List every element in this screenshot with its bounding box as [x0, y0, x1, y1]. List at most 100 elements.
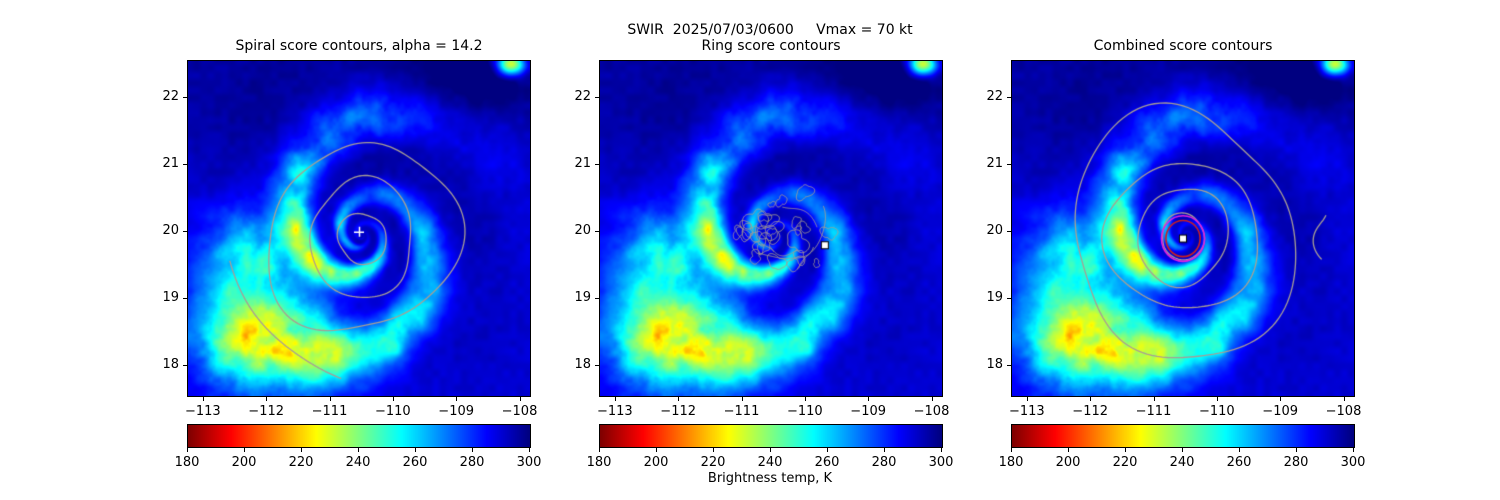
x-tick-label: −112	[1072, 404, 1109, 419]
colorbar-tick-mark	[1068, 448, 1069, 452]
y-tick-mark	[1007, 297, 1011, 299]
x-tick-mark	[519, 397, 521, 401]
y-tick-label: 22	[162, 88, 179, 104]
colorbar-tick-label: 260	[814, 455, 840, 470]
brightness-temp-image-spiral	[187, 60, 531, 397]
colorbar-tick-mark	[1353, 448, 1354, 452]
panel-title-combined: Combined score contours	[1093, 38, 1273, 54]
colorbar-tick-label: 220	[700, 455, 726, 470]
colorbar-tick-mark	[301, 448, 302, 452]
x-tick-mark	[1153, 397, 1155, 401]
colorbar-tick-label: 280	[459, 455, 485, 470]
brightness-temp-image-ring	[599, 60, 943, 397]
panel-title-spiral: Spiral score contours, alpha = 14.2	[235, 38, 483, 54]
x-tick-mark	[931, 397, 933, 401]
x-tick-mark	[1280, 397, 1282, 401]
colorbar-tick-label: 180	[586, 455, 612, 470]
y-tick-label: 21	[986, 155, 1003, 171]
y-tick-mark	[1007, 163, 1011, 165]
x-tick-label: −112	[660, 404, 697, 419]
y-tick-mark	[1007, 230, 1011, 232]
y-tick-label: 19	[986, 289, 1003, 305]
y-tick-mark	[183, 230, 187, 232]
colorbar-axis-label: Brightness temp, K	[707, 471, 833, 486]
x-tick-mark	[266, 397, 268, 401]
x-tick-mark	[202, 397, 204, 401]
y-tick-label: 21	[162, 155, 179, 171]
x-tick-label: −109	[438, 404, 475, 419]
colorbar-tick-mark	[1125, 448, 1126, 452]
colorbar-tick-mark	[656, 448, 657, 452]
x-tick-label: −108	[913, 404, 950, 419]
colorbar-tick-mark	[415, 448, 416, 452]
colorbar-tick-mark	[1182, 448, 1183, 452]
x-tick-mark	[678, 397, 680, 401]
y-tick-label: 22	[574, 88, 591, 104]
colorbar-tick-mark	[472, 448, 473, 452]
colorbar-tick-label: 300	[516, 455, 542, 470]
colorbar-tick-mark	[358, 448, 359, 452]
colorbar-tick-label: 240	[757, 455, 783, 470]
colorbar-tick-mark	[244, 448, 245, 452]
x-tick-mark	[804, 397, 806, 401]
panel-ring-score: Ring score contours 22 21 20 19 18 −113 −112 −1…	[539, 38, 953, 490]
x-tick-mark	[329, 397, 331, 401]
x-tick-label: −111	[723, 404, 760, 419]
colorbar-tick-mark	[1239, 448, 1240, 452]
y-tick-label: 20	[986, 222, 1003, 238]
colorbar-tick-label: 300	[928, 455, 954, 470]
colorbar-tick-mark	[770, 448, 771, 452]
x-tick-mark	[1216, 397, 1218, 401]
y-tick-mark	[595, 364, 599, 366]
y-tick-mark	[1007, 96, 1011, 98]
y-tick-label: 18	[986, 356, 1003, 372]
x-tick-label: −113	[1008, 404, 1045, 419]
x-tick-mark	[1343, 397, 1345, 401]
y-tick-label: 19	[162, 289, 179, 305]
y-tick-mark	[183, 364, 187, 366]
colorbar-tick-mark	[187, 448, 188, 452]
x-tick-mark	[1090, 397, 1092, 401]
colorbar-tick-label: 280	[871, 455, 897, 470]
colorbar-tick-label: 200	[643, 455, 669, 470]
y-tick-mark	[595, 163, 599, 165]
colorbar-tick-label: 260	[402, 455, 428, 470]
y-tick-mark	[183, 96, 187, 98]
panel-combined-score: Combined score contours 22 21 20 19 18 −113 −1…	[951, 38, 1365, 490]
x-tick-label: −112	[248, 404, 285, 419]
colorbar-tick-mark	[941, 448, 942, 452]
colorbar-tick-mark	[1011, 448, 1012, 452]
x-tick-label: −111	[311, 404, 348, 419]
colorbar-tick-label: 180	[998, 455, 1024, 470]
x-tick-mark	[1026, 397, 1028, 401]
y-tick-label: 20	[162, 222, 179, 238]
colorbar-tick-label: 240	[345, 455, 371, 470]
colorbar-tick-label: 220	[1112, 455, 1138, 470]
x-tick-label: −108	[501, 404, 538, 419]
colorbar-tick-label: 260	[1226, 455, 1252, 470]
x-tick-label: −109	[1262, 404, 1299, 419]
colorbar-tick-label: 200	[231, 455, 257, 470]
y-tick-mark	[183, 297, 187, 299]
x-tick-label: −111	[1135, 404, 1172, 419]
y-tick-mark	[1007, 364, 1011, 366]
x-tick-label: −110	[1198, 404, 1235, 419]
colorbar-tick-label: 180	[174, 455, 200, 470]
y-tick-label: 22	[986, 88, 1003, 104]
colorbar-tick-mark	[884, 448, 885, 452]
x-tick-mark	[614, 397, 616, 401]
x-tick-mark	[392, 397, 394, 401]
x-tick-label: −110	[374, 404, 411, 419]
colorbar-tick-mark	[827, 448, 828, 452]
y-tick-label: 20	[574, 222, 591, 238]
colorbar-tick-mark	[599, 448, 600, 452]
panel-title-ring: Ring score contours	[701, 38, 841, 54]
colorbar-tick-mark	[1296, 448, 1297, 452]
x-tick-label: −110	[786, 404, 823, 419]
colorbar-tick-label: 240	[1169, 455, 1195, 470]
x-tick-label: −113	[596, 404, 633, 419]
y-tick-label: 21	[574, 155, 591, 171]
figure-suptitle: SWIR 2025/07/03/0600 Vmax = 70 kt	[627, 22, 913, 38]
y-tick-mark	[595, 297, 599, 299]
